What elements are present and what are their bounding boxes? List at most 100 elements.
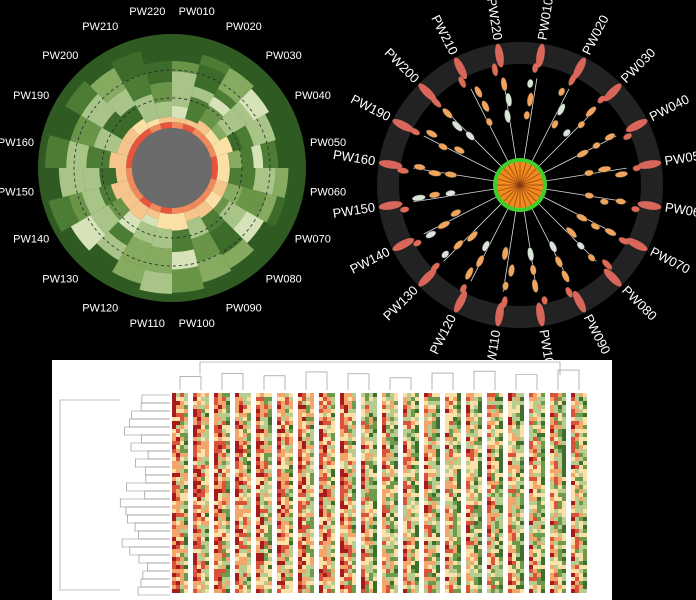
heat-cell xyxy=(449,449,453,453)
node xyxy=(481,240,490,252)
heat-cell xyxy=(306,501,310,505)
heat-cell xyxy=(239,493,243,497)
heat-cell xyxy=(487,465,491,469)
heat-cell xyxy=(289,425,293,429)
heat-cell xyxy=(285,477,289,481)
heat-cell xyxy=(306,465,310,469)
heat-cell xyxy=(344,557,348,561)
heat-cell xyxy=(193,473,197,477)
heat-cell xyxy=(508,433,512,437)
heat-cell xyxy=(247,485,251,489)
heat-cell xyxy=(436,549,440,553)
heat-cell xyxy=(415,557,419,561)
heat-cell xyxy=(474,509,478,513)
heat-cell xyxy=(407,393,411,397)
heat-cell xyxy=(415,505,419,509)
heat-cell xyxy=(432,493,436,497)
heat-cell xyxy=(386,469,390,473)
heat-cell xyxy=(529,549,533,553)
heat-cell xyxy=(205,545,209,549)
heat-cell xyxy=(499,425,503,429)
heat-cell xyxy=(571,533,575,537)
heat-cell xyxy=(453,397,457,401)
heat-cell xyxy=(411,581,415,585)
heat-cell xyxy=(298,537,302,541)
heat-cell xyxy=(281,565,285,569)
heat-cell xyxy=(449,497,453,501)
heat-cell xyxy=(415,401,419,405)
heat-cell xyxy=(550,481,554,485)
heat-cell xyxy=(277,577,281,581)
heat-cell xyxy=(323,561,327,565)
heat-cell xyxy=(533,417,537,421)
heat-cell xyxy=(403,557,407,561)
heat-cell xyxy=(298,573,302,577)
heat-cell xyxy=(529,529,533,533)
heat-cell xyxy=(180,481,184,485)
heat-cell xyxy=(226,561,230,565)
heat-cell xyxy=(214,441,218,445)
heat-cell xyxy=(331,417,335,421)
pathway-label: PW140 xyxy=(13,234,49,246)
heat-cell xyxy=(340,585,344,589)
core-spoke xyxy=(503,168,521,186)
heat-cell xyxy=(436,437,440,441)
heat-cell xyxy=(436,501,440,505)
ring-segment xyxy=(272,168,289,199)
heat-cell xyxy=(407,473,411,477)
heat-cell xyxy=(197,417,201,421)
heat-cell xyxy=(487,545,491,549)
heat-cell xyxy=(239,453,243,457)
heat-cell xyxy=(508,585,512,589)
heat-cell xyxy=(365,449,369,453)
heat-cell xyxy=(415,573,419,577)
heat-cell xyxy=(281,509,285,513)
heat-cell xyxy=(453,469,457,473)
heat-cell xyxy=(562,557,566,561)
heat-cell xyxy=(348,489,352,493)
heat-cell xyxy=(449,493,453,497)
heat-cell xyxy=(562,445,566,449)
heat-cell xyxy=(394,477,398,481)
heat-cell xyxy=(264,497,268,501)
heat-cell xyxy=(218,469,222,473)
heat-cell xyxy=(281,413,285,417)
heat-cell xyxy=(533,477,537,481)
heat-cell xyxy=(487,433,491,437)
heat-cell xyxy=(340,589,344,593)
heat-cell xyxy=(319,589,323,593)
ring-segment xyxy=(129,200,149,221)
heat-cell xyxy=(193,401,197,405)
heat-cell xyxy=(529,485,533,489)
heat-cell xyxy=(533,409,537,413)
heat-cell xyxy=(478,577,482,581)
heat-cell xyxy=(323,517,327,521)
heat-cell xyxy=(365,401,369,405)
heat-cell xyxy=(365,497,369,501)
heat-cell xyxy=(176,501,180,505)
heat-cell xyxy=(340,541,344,545)
heat-cell xyxy=(197,549,201,553)
heat-cell xyxy=(310,505,314,509)
heat-cell xyxy=(491,545,495,549)
heat-cell xyxy=(256,577,260,581)
heat-cell xyxy=(247,477,251,481)
heat-cell xyxy=(550,549,554,553)
heat-cell xyxy=(487,537,491,541)
heat-cell xyxy=(579,577,583,581)
heat-cell xyxy=(495,397,499,401)
heat-cell xyxy=(365,457,369,461)
heat-cell xyxy=(184,529,188,533)
heat-cell xyxy=(550,521,554,525)
heat-cell xyxy=(268,541,272,545)
heat-cell xyxy=(243,533,247,537)
heat-cell xyxy=(499,501,503,505)
heat-cell xyxy=(394,469,398,473)
heat-cell xyxy=(373,445,377,449)
heat-cell xyxy=(382,529,386,533)
dendrogram-top xyxy=(389,377,412,390)
heat-cell xyxy=(180,533,184,537)
heat-cell xyxy=(520,509,524,513)
heat-cell xyxy=(529,505,533,509)
heat-cell xyxy=(487,585,491,589)
